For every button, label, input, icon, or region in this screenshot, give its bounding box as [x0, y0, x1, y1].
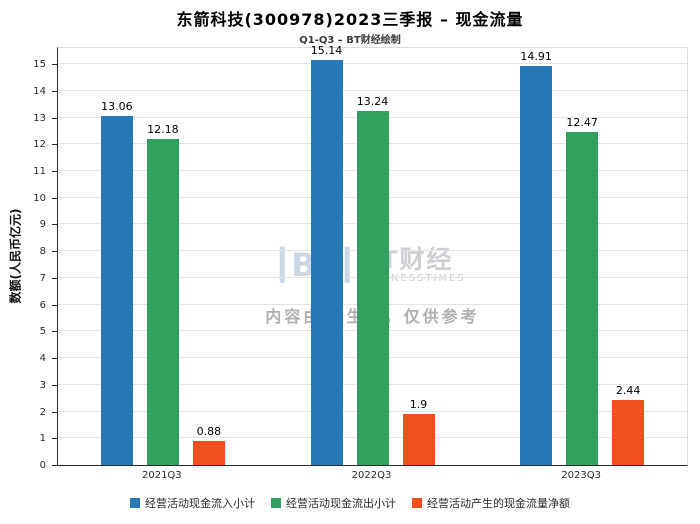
- bar-value-label: 14.91: [520, 50, 552, 64]
- bar: [192, 441, 225, 465]
- bar-value-label: 1.9: [409, 398, 428, 412]
- bar-value-label: 12.47: [566, 115, 598, 129]
- bar: [310, 60, 343, 465]
- y-tick-mark: [52, 197, 57, 199]
- chart-title: 东箭科技(300978)2023三季报 – 现金流量: [176, 10, 524, 29]
- y-tick-label: 9: [39, 219, 46, 231]
- y-tick-mark: [52, 64, 57, 66]
- y-tick-mark: [52, 251, 57, 253]
- y-tick-label: 15: [33, 59, 46, 71]
- y-tick-mark: [52, 331, 57, 333]
- bar: [566, 131, 599, 465]
- legend: 经营活动现金流入小计 经营活动现金流出小计 经营活动产生的现金流量净额: [0, 495, 700, 511]
- gridline: [58, 63, 687, 65]
- y-tick-label: 13: [33, 112, 46, 124]
- x-tick-label: 2022Q3: [351, 470, 392, 481]
- legend-label: 经营活动现金流入小计: [145, 497, 255, 510]
- y-tick-mark: [52, 117, 57, 119]
- y-tick-label: 7: [39, 272, 46, 284]
- x-tick-label: 2021Q3: [141, 470, 182, 481]
- bar: [612, 399, 645, 465]
- y-tick-mark: [52, 90, 57, 92]
- bar: [402, 414, 435, 465]
- chart-subtitle: Q1-Q3 – BT财经绘制: [299, 35, 401, 46]
- legend-item: 经营活动现金流入小计: [130, 495, 255, 511]
- y-tick-label: 5: [39, 326, 46, 338]
- legend-swatch-icon: [271, 498, 281, 508]
- y-tick-label: 1: [39, 433, 46, 445]
- plot-area: BT BT财经 BUSINESSTIMES 内容由AI生成，仅供参考 13.06…: [57, 44, 688, 466]
- legend-swatch-icon: [130, 498, 140, 508]
- legend-swatch-icon: [412, 498, 422, 508]
- bar-value-label: 13.24: [356, 95, 389, 109]
- y-tick-mark: [52, 170, 57, 172]
- y-tick-label: 4: [39, 353, 46, 365]
- bar: [520, 66, 553, 465]
- y-tick-label: 14: [33, 85, 46, 97]
- bar-value-label: 12.18: [147, 123, 179, 137]
- x-tick-label: 2023Q3: [561, 470, 601, 481]
- y-tick-label: 2: [39, 406, 46, 418]
- y-tick-mark: [52, 384, 57, 386]
- y-tick-label: 3: [39, 379, 46, 391]
- y-axis-ticks: 0 1 2 3 4 5 6 7 8 9 10 11 12 13 14 15: [0, 47, 57, 471]
- y-tick-mark: [52, 465, 57, 466]
- bar: [356, 111, 389, 465]
- y-tick-label: 12: [33, 139, 46, 151]
- y-tick-mark: [52, 144, 57, 146]
- y-tick-mark: [52, 277, 57, 279]
- y-tick-mark: [52, 438, 57, 440]
- bar-value-label: 0.88: [196, 425, 222, 439]
- y-tick-label: 10: [33, 192, 46, 204]
- gridline: [58, 89, 687, 91]
- bar-value-label: 2.44: [615, 383, 641, 397]
- x-axis-labels: 2021Q3 2022Q3 2023Q3: [57, 470, 688, 486]
- y-tick-mark: [52, 358, 57, 360]
- y-tick-label: 8: [39, 246, 46, 258]
- y-tick-label: 0: [39, 460, 46, 471]
- y-tick-label: 6: [39, 299, 46, 311]
- legend-label: 经营活动产生的现金流量净额: [427, 497, 570, 510]
- legend-label: 经营活动现金流出小计: [286, 497, 396, 510]
- bar: [146, 139, 179, 465]
- y-tick-label: 11: [33, 165, 46, 177]
- bar-value-label: 15.14: [310, 44, 343, 58]
- y-tick-mark: [52, 411, 57, 413]
- bar-value-label: 13.06: [101, 99, 133, 113]
- y-tick-mark: [52, 224, 57, 226]
- legend-item: 经营活动现金流出小计: [271, 495, 396, 511]
- bar: [100, 115, 133, 465]
- y-tick-mark: [52, 304, 57, 306]
- legend-item: 经营活动产生的现金流量净额: [412, 495, 570, 511]
